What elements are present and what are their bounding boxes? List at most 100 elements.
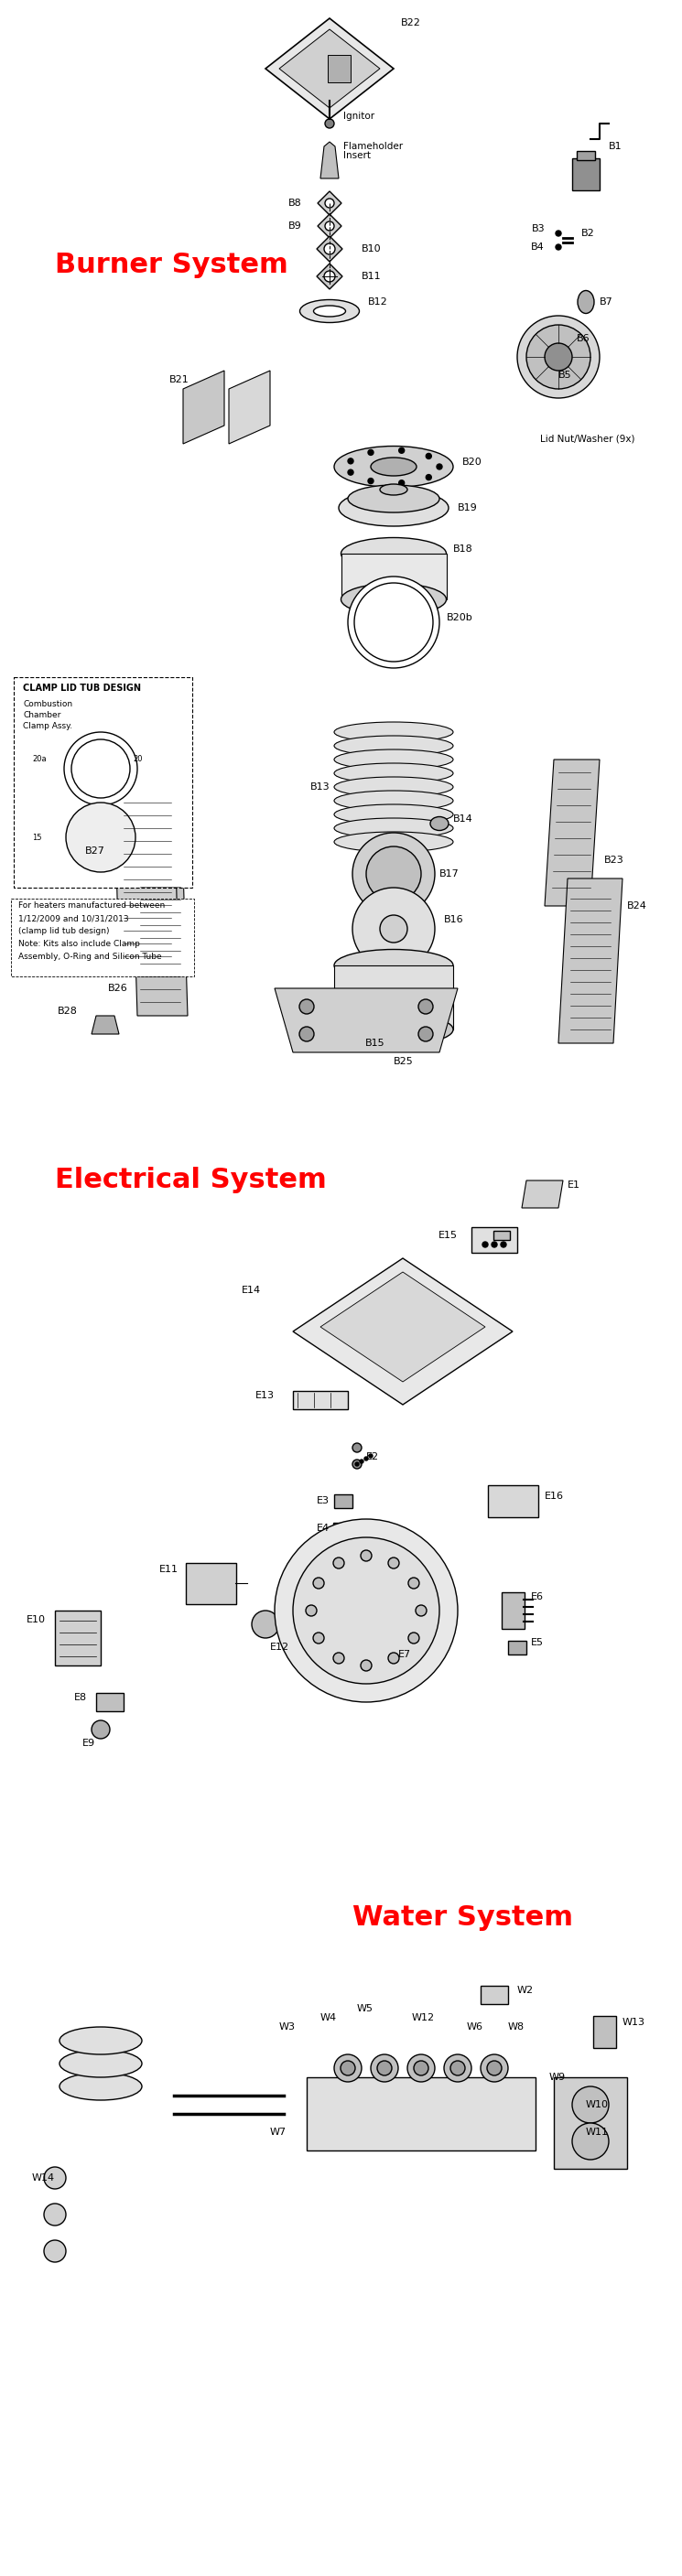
Text: B6: B6 [577, 335, 590, 343]
Text: B2: B2 [581, 229, 595, 237]
Circle shape [355, 1463, 359, 1466]
Text: B22: B22 [401, 18, 421, 28]
Circle shape [353, 832, 435, 914]
Circle shape [348, 459, 353, 464]
Circle shape [556, 232, 561, 237]
Text: W9: W9 [549, 2074, 566, 2081]
Text: Assembly, O-Ring and Silicon Tube: Assembly, O-Ring and Silicon Tube [18, 953, 162, 961]
Circle shape [333, 1654, 344, 1664]
Text: B9: B9 [288, 222, 302, 232]
Polygon shape [265, 18, 394, 118]
Bar [333, 1522, 353, 1533]
Text: B20b: B20b [447, 613, 473, 623]
Text: E10: E10 [27, 1615, 46, 1625]
Text: CLAMP LID TUB DESIGN: CLAMP LID TUB DESIGN [23, 683, 141, 693]
Text: B5: B5 [559, 371, 572, 379]
Text: 15: 15 [32, 832, 42, 842]
Circle shape [325, 222, 334, 232]
Circle shape [325, 118, 334, 129]
Text: B24: B24 [627, 902, 647, 909]
Bar [334, 966, 453, 1030]
Polygon shape [318, 191, 342, 214]
Circle shape [333, 1558, 344, 1569]
Text: Clamp Assy.: Clamp Assy. [23, 721, 72, 732]
Circle shape [388, 1558, 399, 1569]
Text: W8: W8 [508, 2022, 524, 2032]
Text: B7: B7 [599, 296, 613, 307]
Bar [493, 1231, 510, 1239]
Circle shape [399, 479, 404, 487]
Circle shape [572, 2123, 609, 2159]
Ellipse shape [341, 538, 446, 569]
Text: B10: B10 [361, 245, 381, 252]
Circle shape [299, 999, 314, 1015]
Circle shape [360, 1461, 364, 1463]
Bar [327, 54, 350, 82]
Ellipse shape [380, 484, 407, 495]
Circle shape [426, 453, 432, 459]
Text: E13: E13 [255, 1391, 275, 1401]
Circle shape [545, 343, 572, 371]
Text: E4: E4 [316, 1522, 329, 1533]
Text: E8: E8 [74, 1692, 87, 1703]
Circle shape [353, 889, 435, 971]
Polygon shape [316, 237, 342, 263]
Text: Ignitor: Ignitor [343, 111, 374, 121]
Text: 1/12/2009 and 10/31/2013: 1/12/2009 and 10/31/2013 [18, 914, 129, 922]
Bar [577, 152, 595, 160]
Text: B20: B20 [462, 459, 482, 466]
Ellipse shape [59, 2027, 142, 2056]
Polygon shape [229, 371, 270, 443]
Circle shape [252, 1610, 279, 1638]
Circle shape [482, 1242, 488, 1247]
Text: Water System: Water System [353, 1904, 573, 1929]
Circle shape [418, 1028, 433, 1041]
Text: Chamber: Chamber [23, 711, 61, 719]
Circle shape [64, 732, 137, 806]
Circle shape [44, 2241, 66, 2262]
Circle shape [324, 270, 335, 281]
Ellipse shape [300, 299, 359, 322]
Text: Note: Kits also include Clamp: Note: Kits also include Clamp [18, 940, 140, 948]
Ellipse shape [341, 582, 446, 616]
Text: B26: B26 [108, 984, 128, 992]
Circle shape [366, 848, 421, 902]
Text: B13: B13 [310, 783, 329, 791]
Text: 20a: 20a [32, 755, 46, 762]
Circle shape [44, 2166, 66, 2190]
Circle shape [436, 464, 442, 469]
Text: B21: B21 [169, 376, 190, 384]
Text: Flameholder: Flameholder [343, 142, 403, 152]
Polygon shape [321, 1273, 485, 1381]
Text: W10: W10 [586, 2099, 609, 2110]
Text: E2: E2 [366, 1453, 379, 1461]
Text: B18: B18 [453, 544, 473, 554]
Circle shape [353, 1461, 361, 1468]
Text: W4: W4 [321, 2014, 337, 2022]
Polygon shape [316, 263, 342, 289]
Circle shape [361, 1659, 372, 1672]
Ellipse shape [334, 737, 453, 755]
Circle shape [313, 1633, 324, 1643]
Circle shape [364, 1458, 368, 1461]
Circle shape [313, 1577, 324, 1589]
Ellipse shape [334, 446, 453, 487]
Text: B17: B17 [439, 868, 459, 878]
Bar [14, 677, 192, 889]
Ellipse shape [334, 819, 453, 837]
Circle shape [72, 739, 130, 799]
Circle shape [275, 1520, 458, 1703]
Bar [96, 1692, 123, 1710]
Ellipse shape [348, 484, 439, 513]
Text: W13: W13 [623, 2017, 645, 2027]
Text: B8: B8 [288, 198, 302, 209]
Circle shape [380, 914, 407, 943]
Ellipse shape [334, 778, 453, 796]
Text: B1: B1 [609, 142, 622, 152]
Circle shape [415, 1605, 427, 1615]
Polygon shape [522, 1180, 563, 1208]
Text: E1: E1 [567, 1180, 580, 1190]
Text: W2: W2 [517, 1986, 534, 1994]
Polygon shape [183, 371, 224, 443]
Text: Lid Nut/Washer (9x): Lid Nut/Washer (9x) [540, 435, 635, 443]
